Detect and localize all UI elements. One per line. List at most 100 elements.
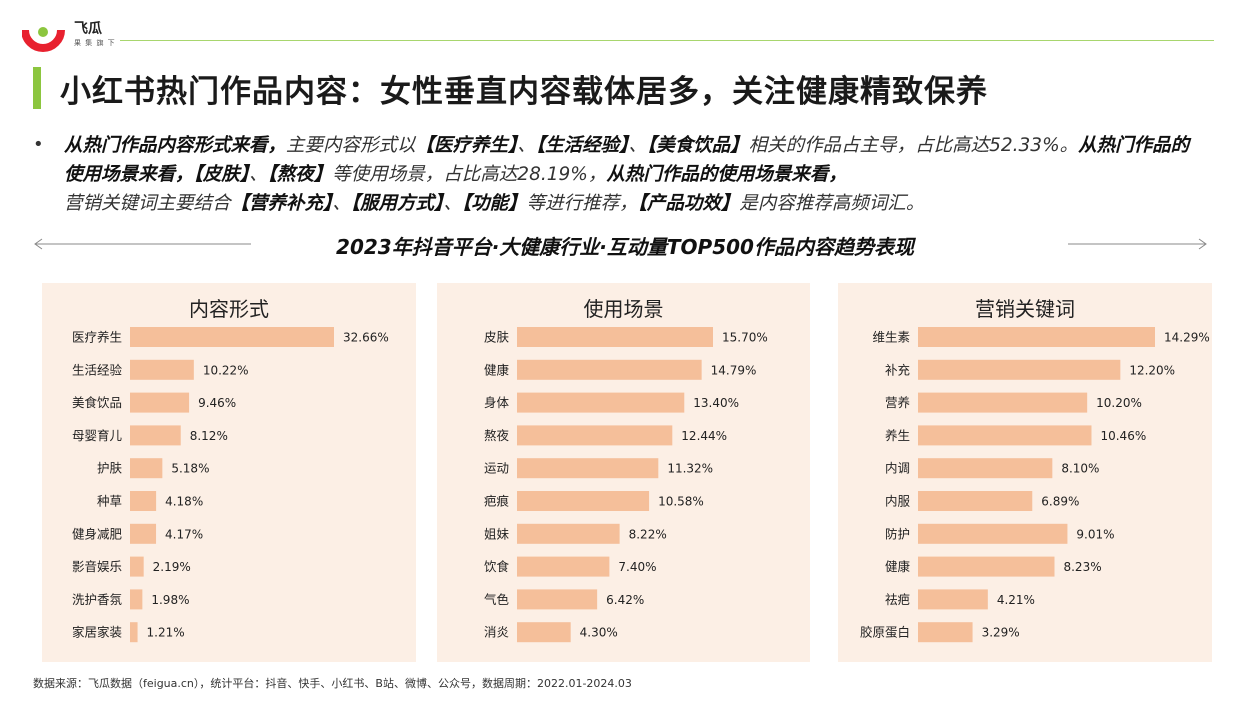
bar [130, 359, 194, 380]
summary-bold: 【生活经验】 [535, 135, 629, 156]
bar [130, 556, 144, 577]
category-label: 内服 [885, 494, 911, 509]
bar [517, 327, 713, 347]
bar-chart-usage-scene: 皮肤 15.70% 健康 14.79% 身体 13.40% 熬夜 12.44% 运动 11.32%… [484, 327, 768, 643]
brand-tagline: 果 集 旗 下 [74, 39, 116, 47]
right-arrow-icon [1068, 238, 1207, 250]
value-label: 15.70% [722, 331, 768, 345]
value-label: 10.46% [1100, 429, 1146, 443]
bar [130, 425, 181, 446]
category-label: 祛疤 [885, 592, 910, 607]
chart-section-title: 2023年抖音平台·大健康行业·互动量TOP500作品内容趋势表现 [336, 235, 914, 259]
category-label: 生活经验 [72, 362, 123, 377]
category-label: 身体 [484, 395, 510, 410]
brand-name: 飞瓜 [74, 21, 102, 37]
bar [918, 425, 1092, 446]
value-label: 2.19% [153, 560, 191, 574]
summary-bold: 【功能】 [461, 193, 527, 214]
category-label: 胶原蛋白 [860, 625, 910, 640]
summary-bold: 【熬夜】 [267, 164, 333, 185]
bar [517, 359, 702, 380]
category-label: 洗护香氛 [72, 592, 123, 607]
summary-bold: 从热门作品内容形式来看， [64, 135, 287, 156]
value-label: 8.22% [629, 527, 667, 541]
chart-title: 使用场景 [583, 297, 664, 321]
chart-title: 内容形式 [189, 297, 269, 321]
page-title: 小红书热门作品内容：女性垂直内容载体居多，关注健康精致保养 [60, 74, 988, 110]
category-label: 皮肤 [484, 330, 510, 345]
value-label: 8.12% [190, 429, 228, 443]
left-arrow-icon [34, 238, 251, 250]
value-label: 12.44% [681, 429, 727, 443]
summary-bold: 【产品功效】 [637, 193, 740, 214]
bar [918, 622, 973, 643]
category-label: 母婴育儿 [72, 428, 123, 443]
summary-text: 等进行推荐， [526, 193, 638, 214]
summary-text: 、 [249, 164, 268, 185]
bar [130, 327, 334, 347]
value-label: 12.20% [1129, 363, 1175, 377]
bar [918, 458, 1053, 479]
value-label: 1.21% [147, 626, 185, 640]
category-label: 护肤 [97, 461, 123, 476]
header-divider [120, 40, 1214, 41]
value-label: 4.18% [165, 495, 203, 509]
bar [130, 491, 157, 511]
value-label: 10.22% [203, 363, 249, 377]
category-label: 防护 [885, 526, 910, 541]
category-label: 消炎 [484, 625, 509, 640]
summary-bold: 【服用方式】 [350, 193, 444, 214]
value-label: 14.79% [711, 363, 757, 377]
bar [130, 458, 163, 479]
category-label: 影音娱乐 [72, 559, 122, 574]
bullet-dot: • [33, 134, 44, 155]
bar [918, 491, 1033, 511]
bar-chart-content-form: 医疗养生 32.66% 生活经验 10.22% 美食饮品 9.46% 母婴育儿 8.12% 护肤… [72, 327, 389, 643]
category-label: 饮食 [484, 559, 510, 574]
value-label: 9.01% [1076, 527, 1114, 541]
summary-bold: 从热门作品的使用场景来看，【皮肤】 [64, 135, 1190, 185]
value-label: 9.46% [198, 396, 236, 410]
bar [918, 589, 988, 610]
bar [517, 425, 673, 446]
bar [517, 392, 685, 413]
category-label: 姐妹 [484, 526, 510, 541]
bar [918, 359, 1121, 380]
value-label: 7.40% [618, 560, 656, 574]
value-label: 10.20% [1096, 396, 1142, 410]
value-label: 1.98% [151, 593, 189, 607]
bar [517, 622, 571, 643]
value-label: 8.23% [1063, 560, 1101, 574]
category-label: 内调 [885, 461, 910, 476]
bar [130, 392, 190, 413]
summary-text: 、 [628, 135, 647, 156]
summary-text: 是内容推荐高频词汇。 [739, 193, 925, 214]
summary-bold: 【营养补充】 [230, 193, 333, 214]
value-label: 11.32% [667, 462, 713, 476]
category-label: 补充 [885, 362, 910, 377]
category-label: 种草 [97, 494, 122, 509]
category-label: 维生素 [872, 330, 910, 345]
bar [130, 589, 143, 610]
value-label: 4.21% [997, 593, 1035, 607]
bar [517, 589, 598, 610]
bar [918, 556, 1055, 577]
category-label: 气色 [484, 592, 510, 607]
bar [517, 556, 610, 577]
summary-bold: 【美食饮品】 [646, 135, 749, 156]
category-label: 养生 [885, 428, 910, 443]
chart-panel-marketing-keywords: 营销关键词 维生素 14.29% 补充 12.20% 营养 10.20% 养生 10.46% 内… [838, 283, 1212, 662]
value-label: 8.10% [1061, 462, 1099, 476]
summary-text: 等使用场景，占比高达28.19%， [332, 164, 607, 185]
bar [130, 622, 138, 643]
category-label: 健康 [484, 362, 510, 377]
chart-panel-content-form: 内容形式 医疗养生 32.66% 生活经验 10.22% 美食饮品 9.46% 母婴育儿 8.… [42, 283, 416, 662]
category-label: 疤痕 [484, 494, 510, 509]
summary-text: 、 [332, 193, 351, 214]
summary-text: 主要内容形式以 [286, 135, 416, 156]
chart-panel-usage-scene: 使用场景 皮肤 15.70% 健康 14.79% 身体 13.40% 熬夜 12.44% 运动 1… [437, 283, 810, 662]
bar [130, 523, 157, 544]
bar-chart-marketing-keywords: 维生素 14.29% 补充 12.20% 营养 10.20% 养生 10.46% 内调 8.10%… [860, 327, 1210, 643]
category-label: 运动 [484, 461, 509, 476]
category-label: 美食饮品 [72, 395, 122, 410]
